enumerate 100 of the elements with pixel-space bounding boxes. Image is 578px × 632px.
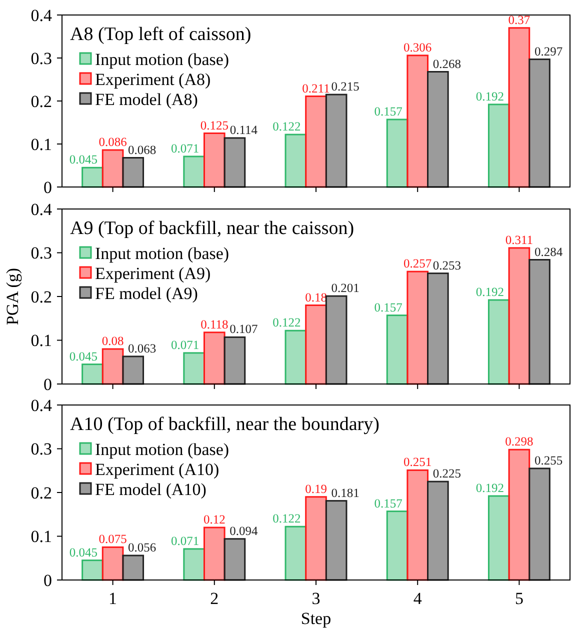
data-label: 0.192	[476, 89, 504, 104]
y-tick-label: 0.2	[30, 483, 52, 502]
data-label: 0.12	[203, 512, 226, 526]
y-tick-label: 0	[44, 374, 52, 394]
bar	[224, 137, 246, 188]
data-label: 0.225	[432, 466, 461, 481]
bar	[386, 314, 408, 385]
data-label: 0.192	[476, 481, 504, 495]
x-tick-label: 2	[210, 589, 219, 608]
data-label: 0.298	[505, 434, 534, 449]
data-label: 0.211	[302, 81, 330, 96]
y-tick-label: 0.2	[30, 287, 52, 306]
data-label: 0.118	[200, 317, 228, 332]
x-tick-label: 5	[514, 589, 524, 608]
data-label: 0.192	[476, 285, 504, 299]
data-label: 0.253	[432, 258, 461, 272]
data-label: 0.157	[374, 496, 402, 510]
x-tick-label: 4	[413, 589, 422, 608]
bar	[102, 149, 124, 188]
data-label: 0.063	[128, 341, 156, 356]
y-tick-label: 0.4	[30, 396, 52, 415]
data-label: 0.075	[98, 532, 127, 546]
bar	[427, 272, 449, 385]
text: A10 (Top of backfill, near the boundary)	[70, 414, 380, 435]
bar	[386, 118, 408, 188]
data-label: 0.251	[404, 455, 432, 470]
bar	[305, 304, 327, 385]
bar	[305, 96, 327, 188]
bar	[224, 336, 246, 385]
bar	[528, 468, 550, 581]
bar	[488, 299, 510, 385]
data-label: 0.201	[331, 281, 360, 296]
data-label: 0.094	[230, 524, 259, 538]
bar	[122, 554, 144, 581]
bar	[528, 58, 550, 188]
data-label: 0.068	[128, 142, 156, 157]
bar	[284, 526, 307, 581]
bar	[325, 295, 348, 385]
y-tick-label: 0.4	[30, 6, 52, 25]
bar	[508, 27, 530, 188]
bar	[508, 247, 530, 385]
bar	[284, 330, 307, 385]
bar	[406, 54, 429, 188]
bar	[82, 166, 104, 188]
bar	[508, 448, 530, 581]
data-label: 0.215	[331, 80, 360, 94]
bar	[325, 500, 348, 581]
y-tick-label: 0.1	[30, 331, 52, 350]
bar	[203, 526, 226, 581]
data-label: 0.071	[171, 534, 200, 548]
bar	[224, 538, 246, 581]
bar	[488, 104, 510, 188]
data-label: 0.086	[98, 135, 127, 150]
data-label: 0.181	[331, 486, 360, 500]
bar	[122, 157, 144, 188]
legend-label: FE model (A8)	[95, 90, 198, 109]
y-tick-label: 0	[44, 570, 52, 590]
bar	[102, 348, 124, 385]
data-label: 0.157	[374, 300, 402, 314]
legend-label: Input motion (base)	[95, 440, 230, 459]
data-label: 0.37	[508, 12, 530, 27]
bar	[406, 469, 429, 581]
y-tick-label: 0.3	[30, 244, 52, 263]
y-tick-label: 0.3	[30, 440, 52, 459]
bar	[203, 332, 226, 385]
bar	[183, 352, 205, 385]
legend-label: Input motion (base)	[95, 50, 230, 69]
data-label: 0.306	[404, 40, 432, 54]
y-tick-label: 0.3	[30, 48, 52, 68]
bar	[386, 510, 408, 581]
data-label: 0.122	[272, 316, 301, 330]
legend-label: Experiment (A8)	[95, 70, 211, 89]
text: A9 (Top of backfill, near the caisson)	[70, 218, 354, 239]
y-tick-label: 0	[44, 178, 52, 197]
y-axis-title: PGA (g)	[3, 268, 22, 326]
y-tick-label: 0.1	[30, 134, 52, 154]
data-label: 0.114	[230, 122, 258, 137]
data-label: 0.122	[272, 120, 301, 134]
data-label: 0.125	[200, 118, 228, 132]
bar	[183, 156, 205, 188]
data-label: 0.257	[404, 256, 432, 271]
bar	[203, 132, 226, 188]
bar	[488, 495, 510, 581]
data-label: 0.284	[534, 244, 564, 259]
bar	[183, 548, 205, 581]
x-tick-label: 3	[312, 589, 320, 608]
text: A8 (Top left of caisson)	[70, 24, 252, 45]
bar	[122, 356, 144, 385]
bar	[406, 270, 429, 385]
bar	[528, 259, 550, 385]
data-label: 0.268	[432, 56, 461, 71]
legend-label: FE model (A10)	[95, 480, 206, 499]
x-axis-title: Step	[300, 609, 332, 628]
legend-label: Experiment (A9)	[95, 264, 211, 283]
x-tick-label: 1	[108, 589, 118, 608]
data-label: 0.071	[171, 338, 200, 352]
legend-label: FE model (A9)	[95, 284, 198, 303]
y-tick-label: 0.2	[30, 92, 52, 111]
data-label: 0.19	[305, 482, 327, 496]
bar	[82, 364, 104, 385]
